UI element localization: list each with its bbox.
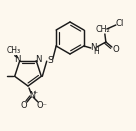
- Text: S: S: [48, 56, 54, 65]
- Text: CH₂: CH₂: [95, 26, 110, 34]
- Text: O: O: [21, 102, 27, 111]
- Text: +: +: [32, 91, 38, 95]
- Text: N: N: [35, 55, 41, 64]
- Text: O⁻: O⁻: [36, 102, 47, 111]
- Text: Cl: Cl: [116, 20, 124, 29]
- Text: N: N: [29, 91, 35, 100]
- Text: N: N: [91, 43, 97, 53]
- Text: H: H: [93, 47, 99, 56]
- Text: O: O: [112, 45, 119, 53]
- Text: N: N: [15, 55, 21, 64]
- Text: CH₃: CH₃: [7, 46, 21, 55]
